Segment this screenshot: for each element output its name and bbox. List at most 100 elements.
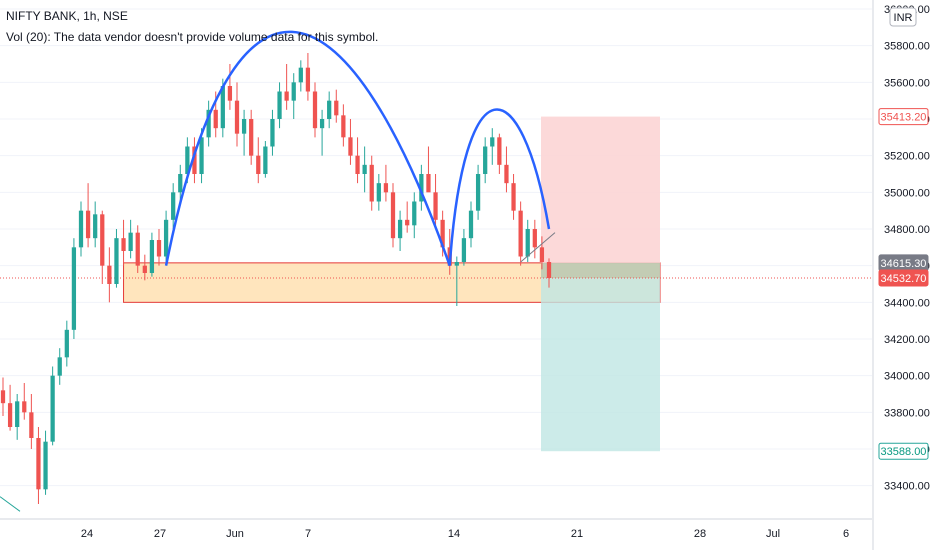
currency-badge-text: INR — [894, 12, 913, 24]
candle[interactable] — [419, 164, 424, 211]
candle[interactable] — [518, 201, 523, 266]
candle[interactable] — [50, 366, 55, 446]
candle[interactable] — [355, 137, 360, 184]
candle[interactable] — [525, 219, 530, 262]
candle[interactable] — [85, 183, 91, 248]
candle[interactable] — [341, 104, 346, 147]
candle[interactable] — [511, 174, 516, 220]
candle-body — [128, 232, 133, 251]
candle[interactable] — [475, 164, 481, 220]
candle[interactable] — [497, 133, 502, 174]
candle[interactable] — [163, 210, 169, 266]
candle[interactable] — [0, 377, 6, 417]
candle[interactable] — [454, 256, 459, 307]
candle-body — [114, 238, 119, 284]
y-tick-label: 33800.00 — [884, 407, 930, 419]
x-tick-label: 14 — [448, 528, 460, 540]
candle[interactable] — [376, 174, 381, 211]
candle[interactable] — [263, 141, 268, 178]
candle[interactable] — [241, 109, 247, 156]
candle[interactable] — [539, 236, 545, 270]
x-tick-label: 24 — [81, 528, 93, 540]
trend-line[interactable] — [0, 496, 21, 512]
trend-line[interactable] — [520, 232, 556, 263]
price-tag-neutral: 34615.30 — [878, 254, 929, 272]
candle[interactable] — [114, 229, 119, 288]
candle[interactable] — [121, 219, 126, 266]
target-zone[interactable] — [541, 278, 660, 452]
candle[interactable] — [43, 430, 48, 495]
candle[interactable] — [546, 258, 552, 288]
candle[interactable] — [461, 229, 467, 266]
candle[interactable] — [412, 192, 417, 239]
candle-body — [206, 109, 211, 138]
candle[interactable] — [270, 109, 275, 156]
candle[interactable] — [100, 210, 105, 284]
candle[interactable] — [36, 427, 41, 504]
candle[interactable] — [305, 53, 311, 101]
candle[interactable] — [107, 247, 112, 303]
stop-loss-zone[interactable] — [541, 116, 660, 279]
x-tick-label: 21 — [571, 528, 583, 540]
candle[interactable] — [405, 201, 410, 233]
candle[interactable] — [149, 232, 155, 277]
candle[interactable] — [15, 394, 20, 440]
candle[interactable] — [93, 201, 98, 248]
arc-curve-right[interactable] — [448, 108, 551, 266]
candle[interactable] — [327, 91, 332, 129]
currency-badge[interactable]: INR — [889, 7, 917, 27]
price-tag-box — [878, 108, 929, 126]
price-tag-label: 35413.20 — [881, 112, 927, 124]
candle[interactable] — [249, 109, 254, 165]
candle[interactable] — [178, 164, 183, 202]
candle[interactable] — [277, 82, 282, 129]
candle-body — [433, 192, 438, 220]
candle[interactable] — [291, 73, 296, 119]
candle[interactable] — [64, 320, 69, 367]
candle[interactable] — [390, 183, 396, 248]
price-tag-label: 33588.00 — [881, 446, 927, 458]
candle[interactable] — [483, 137, 488, 184]
candle[interactable] — [57, 348, 62, 385]
candle[interactable] — [227, 64, 233, 110]
candle[interactable] — [312, 82, 318, 138]
candle[interactable] — [468, 201, 474, 248]
candle[interactable] — [348, 119, 353, 165]
candle[interactable] — [22, 383, 27, 420]
candle[interactable] — [298, 60, 303, 92]
candle[interactable] — [532, 219, 537, 259]
candle[interactable] — [319, 109, 325, 156]
candle[interactable] — [29, 394, 34, 449]
candle[interactable] — [397, 210, 403, 251]
candle[interactable] — [234, 82, 240, 147]
candle[interactable] — [78, 201, 84, 257]
candle[interactable] — [504, 146, 509, 193]
candle[interactable] — [362, 146, 367, 193]
candle[interactable] — [206, 100, 211, 147]
candle-body — [511, 183, 516, 211]
arc-curve-left[interactable] — [164, 30, 451, 267]
candle[interactable] — [426, 146, 431, 193]
candle[interactable] — [135, 225, 140, 273]
candle[interactable] — [433, 174, 438, 229]
candle-body — [348, 137, 353, 156]
candle[interactable] — [256, 137, 261, 184]
candle[interactable] — [334, 89, 339, 123]
candle[interactable] — [142, 254, 147, 281]
candle[interactable] — [156, 229, 162, 266]
x-tick-label: Jul — [766, 528, 780, 540]
candle[interactable] — [369, 155, 374, 211]
candle[interactable] — [192, 137, 197, 184]
candle-body — [135, 232, 140, 266]
candle[interactable] — [383, 164, 389, 202]
candle-body — [163, 219, 169, 257]
candle[interactable] — [71, 238, 77, 339]
candle[interactable] — [490, 128, 495, 165]
candle-body — [107, 265, 112, 284]
candle[interactable] — [171, 183, 176, 229]
candle-body — [121, 238, 126, 251]
candle[interactable] — [284, 64, 289, 110]
candle[interactable] — [128, 219, 133, 259]
candle[interactable] — [7, 384, 13, 431]
